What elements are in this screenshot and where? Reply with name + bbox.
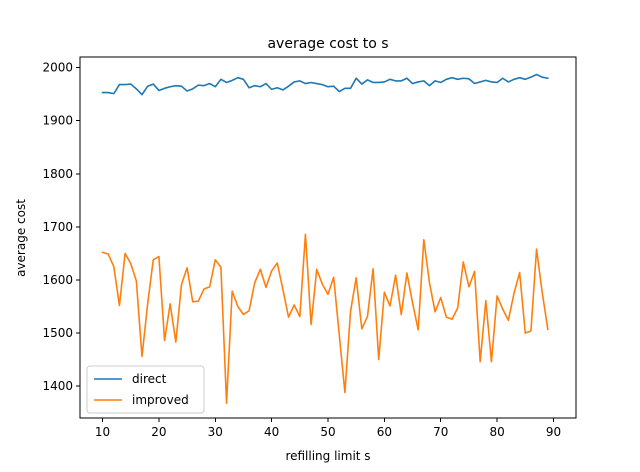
plot-area bbox=[79, 56, 577, 419]
series-group bbox=[101, 73, 549, 404]
y-axis-label: average cost bbox=[14, 199, 28, 277]
x-axis-label: refilling limit s bbox=[285, 449, 370, 463]
x-axis: 10 20 30 40 50 60 70 80 90 bbox=[95, 418, 561, 439]
legend-box bbox=[86, 365, 205, 414]
x-tick-label: 20 bbox=[151, 425, 166, 439]
legend: direct improved bbox=[86, 365, 205, 414]
y-tick-label: 2000 bbox=[42, 61, 73, 75]
x-tick-label: 80 bbox=[489, 425, 504, 439]
legend-label-improved: improved bbox=[132, 393, 189, 407]
y-tick-label: 1700 bbox=[42, 220, 73, 234]
x-tick-label: 50 bbox=[320, 425, 335, 439]
x-tick-label: 30 bbox=[208, 425, 223, 439]
plot-background bbox=[80, 57, 576, 418]
series-line-improved bbox=[101, 233, 549, 404]
y-tick-label: 1600 bbox=[42, 273, 73, 287]
x-tick-label: 10 bbox=[95, 425, 110, 439]
y-tick-label: 1400 bbox=[42, 379, 73, 393]
legend-label-direct: direct bbox=[132, 372, 167, 386]
x-tick-label: 40 bbox=[264, 425, 279, 439]
x-tick-label: 70 bbox=[433, 425, 448, 439]
x-tick-label: 90 bbox=[546, 425, 561, 439]
y-tick-label: 1800 bbox=[42, 167, 73, 181]
series-line-direct bbox=[101, 73, 549, 96]
y-axis: 1400 1500 1600 1700 1800 1900 2000 bbox=[42, 61, 80, 393]
y-tick-label: 1900 bbox=[42, 114, 73, 128]
y-tick-label: 1500 bbox=[42, 326, 73, 340]
chart-title: average cost to s bbox=[267, 36, 388, 52]
x-tick-label: 60 bbox=[377, 425, 392, 439]
